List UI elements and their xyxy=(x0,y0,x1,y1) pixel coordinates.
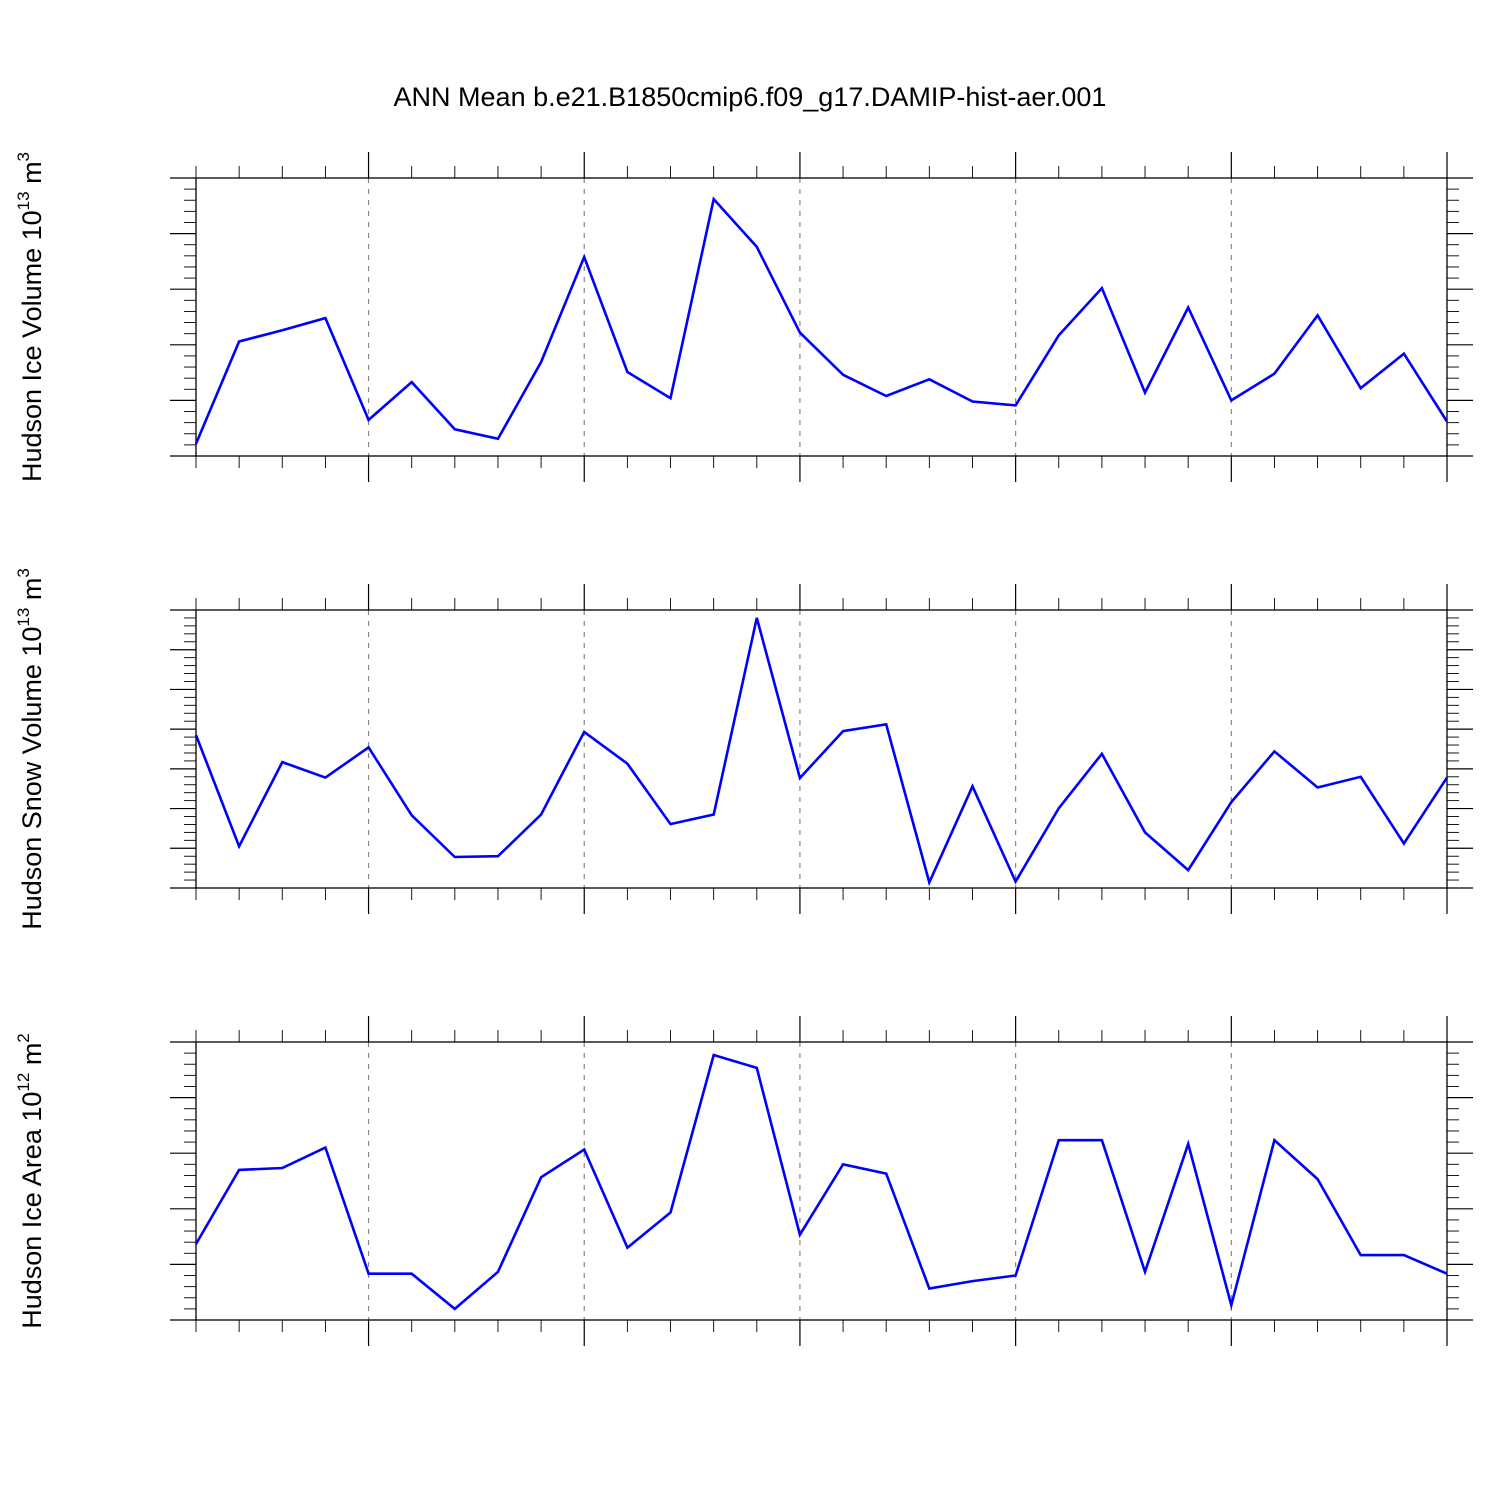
plot-frame xyxy=(195,609,1448,889)
series-line-1 xyxy=(194,196,1449,445)
y-axis-label-part: 2 xyxy=(14,1033,33,1042)
y-axis-label-part: m xyxy=(17,161,47,191)
series-line-1 xyxy=(194,617,1449,887)
y-axis-label: Hudson Ice Volume 1013 m3 xyxy=(14,152,47,482)
y-axis-label-part: Hudson Ice Area 10 xyxy=(17,1092,47,1329)
y-axis-label-part: 13 xyxy=(14,191,33,210)
y-axis-label-part: m xyxy=(17,578,47,608)
plot-frame xyxy=(195,1041,1448,1321)
y-axis-label-part: 3 xyxy=(14,152,33,161)
chart-panel-2: Hudson Snow Volume 1013 m3 xyxy=(14,568,1473,930)
y-axis-label-part: 3 xyxy=(14,568,33,577)
y-axis-label-part: m xyxy=(17,1043,47,1073)
series-line-1 xyxy=(194,1053,1448,1311)
plot-frame xyxy=(195,177,1448,457)
y-axis-label-part: 12 xyxy=(14,1073,33,1092)
y-axis-label-part: Hudson Ice Volume 10 xyxy=(17,210,47,482)
y-axis-label: Hudson Snow Volume 1013 m3 xyxy=(14,568,47,930)
chart-panel-1: Hudson Ice Volume 1013 m3 xyxy=(14,152,1473,482)
y-axis-label: Hudson Ice Area 1012 m2 xyxy=(14,1033,47,1329)
y-axis-label-part: Hudson Snow Volume 10 xyxy=(17,627,47,930)
y-axis-label-part: 13 xyxy=(14,608,33,627)
chart-panel-3: Hudson Ice Area 1012 m2 xyxy=(14,1016,1473,1346)
figure-title: ANN Mean b.e21.B1850cmip6.f09_g17.DAMIP-… xyxy=(394,82,1107,112)
